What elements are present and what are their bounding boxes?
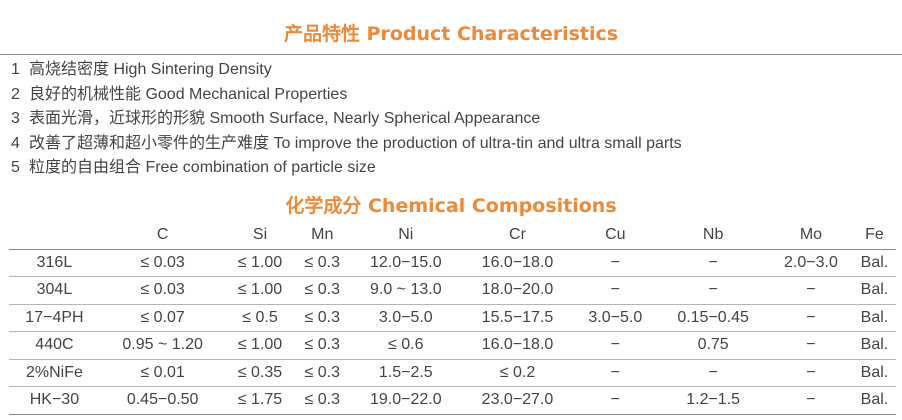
table-cell: ≤ 0.35 [225, 359, 295, 387]
column-header: C [99, 222, 226, 250]
column-header: Cr [461, 222, 574, 250]
table-cell: − [768, 359, 853, 387]
table-cell: − [573, 331, 658, 360]
list-item-number: 4 [11, 134, 20, 152]
table-cell: − [657, 249, 769, 277]
table-cell: ≤ 0.3 [294, 304, 350, 332]
table-cell: − [657, 276, 769, 305]
column-header: Si [225, 222, 295, 250]
table-row: 2%NiFe ≤ 0.01 ≤ 0.35 ≤ 0.3 1.5−2.5 ≤ 0.2… [9, 359, 896, 387]
table-cell: 316L [9, 249, 100, 277]
table-cell: ≤ 1.00 [225, 276, 295, 305]
table-cell: ≤ 0.03 [99, 276, 226, 305]
table-cell: 3.0−5.0 [573, 304, 658, 332]
table-row: 17−4PH ≤ 0.07 ≤ 0.5 ≤ 0.3 3.0−5.0 15.5−1… [9, 304, 896, 332]
composition-table: C Si Mn Ni Cr Cu Nb Mo Fe 316L ≤ 0.03 ≤ … [9, 222, 896, 415]
table-cell: ≤ 0.07 [99, 304, 226, 332]
product-characteristics-title: 产品特性 Product Characteristics [283, 23, 619, 45]
table-cell: ≤ 0.3 [294, 331, 350, 360]
table-cell: ≤ 0.3 [294, 386, 350, 415]
table-cell: 3.0−5.0 [349, 304, 462, 332]
table-cell: ≤ 1.75 [225, 386, 295, 415]
column-header: Fe [852, 222, 896, 250]
table-cell: ≤ 0.2 [461, 359, 574, 387]
table-cell: ≤ 1.00 [225, 249, 295, 277]
table-cell: HK−30 [9, 386, 100, 415]
table-cell: ≤ 1.00 [225, 331, 295, 360]
table-cell: − [768, 331, 853, 360]
list-item-number: 3 [11, 110, 20, 128]
table-cell: 16.0−18.0 [461, 249, 574, 277]
column-header: Nb [657, 222, 769, 250]
table-cell: 304L [9, 276, 100, 305]
table-cell: 12.0−15.0 [349, 249, 462, 277]
table-cell: ≤ 0.6 [349, 331, 462, 360]
table-cell: − [657, 359, 769, 387]
table-cell: − [573, 386, 658, 415]
table-cell: − [573, 359, 658, 387]
table-cell: 2%NiFe [9, 359, 100, 387]
table-cell: ≤ 0.01 [99, 359, 226, 387]
table-row: 440C 0.95 ~ 1.20 ≤ 1.00 ≤ 0.3 ≤ 0.6 16.0… [9, 331, 896, 360]
list-item: 4 改善了超薄和超小零件的生产难度 To improve the producti… [11, 132, 682, 157]
table-cell: Bal. [852, 331, 896, 360]
table-cell: 19.0−22.0 [349, 386, 462, 415]
table-cell: 0.95 ~ 1.20 [99, 331, 226, 360]
list-item-number: 5 [11, 159, 20, 177]
list-item-number: 1 [11, 61, 20, 78]
list-item-text: 表面光滑，近球形的形貌 Smooth Surface, Nearly Spher… [29, 110, 541, 128]
table-cell: 440C [9, 331, 100, 360]
characteristics-list: 1 高烧结密度 High Sintering Density 2 良好的机械性能 G… [11, 58, 682, 181]
table-cell: ≤ 0.5 [225, 304, 295, 332]
table-cell: − [573, 276, 658, 305]
list-item-text: 改善了超薄和超小零件的生产难度 To improve the productio… [29, 134, 682, 152]
table-cell: 0.75 [657, 331, 769, 360]
table-cell: 0.15−0.45 [657, 304, 769, 332]
table-cell: 18.0−20.0 [461, 276, 574, 305]
table-cell: Bal. [852, 386, 896, 415]
column-header: Cu [573, 222, 658, 250]
table-cell: 23.0−27.0 [461, 386, 574, 415]
list-item-text: 良好的机械性能 Good Mechanical Properties [29, 85, 348, 103]
table-cell: ≤ 0.3 [294, 359, 350, 387]
list-item-text: 高烧结密度 High Sintering Density [29, 61, 272, 78]
table-cell: 16.0−18.0 [461, 331, 574, 360]
column-header: Mn [294, 222, 350, 250]
list-item: 3 表面光滑，近球形的形貌 Smooth Surface, Nearly Sphe… [11, 107, 682, 132]
table-cell: 15.5−17.5 [461, 304, 574, 332]
list-item: 5 粒度的自由组合 Free combination of particle si… [11, 156, 682, 181]
table-cell: − [768, 304, 853, 332]
table-cell: 0.45−0.50 [99, 386, 226, 415]
list-item: 2 良好的机械性能 Good Mechanical Properties [11, 83, 682, 108]
table-cell: Bal. [852, 276, 896, 305]
list-item-number: 2 [11, 85, 20, 103]
table-cell: ≤ 0.3 [294, 249, 350, 277]
table-cell: 1.5−2.5 [349, 359, 462, 387]
table-cell: 9.0 ~ 13.0 [349, 276, 462, 305]
column-header: Ni [349, 222, 462, 250]
table-cell: − [768, 276, 853, 305]
table-cell: Bal. [852, 249, 896, 277]
table-cell: 2.0−3.0 [768, 249, 853, 277]
table-cell: ≤ 0.3 [294, 276, 350, 305]
section-divider [0, 54, 902, 55]
table-row: HK−30 0.45−0.50 ≤ 1.75 ≤ 0.3 19.0−22.0 2… [9, 386, 896, 415]
column-header [9, 222, 100, 250]
table-cell: Bal. [852, 304, 896, 332]
table-cell: 1.2−1.5 [657, 386, 769, 415]
list-item: 1 高烧结密度 High Sintering Density [11, 58, 682, 83]
table-header-row: C Si Mn Ni Cr Cu Nb Mo Fe [9, 222, 896, 250]
table-row: 316L ≤ 0.03 ≤ 1.00 ≤ 0.3 12.0−15.0 16.0−… [9, 249, 896, 277]
table-row: 304L ≤ 0.03 ≤ 1.00 ≤ 0.3 9.0 ~ 13.0 18.0… [9, 276, 896, 305]
table-cell: − [768, 386, 853, 415]
table-cell: 17−4PH [9, 304, 100, 332]
chemical-compositions-title: 化学成分 Chemical Compositions [285, 195, 617, 217]
column-header: Mo [768, 222, 853, 250]
table-cell: Bal. [852, 359, 896, 387]
table-cell: − [573, 249, 658, 277]
list-item-text: 粒度的自由组合 Free combination of particle siz… [29, 159, 376, 177]
table-cell: ≤ 0.03 [99, 249, 226, 277]
